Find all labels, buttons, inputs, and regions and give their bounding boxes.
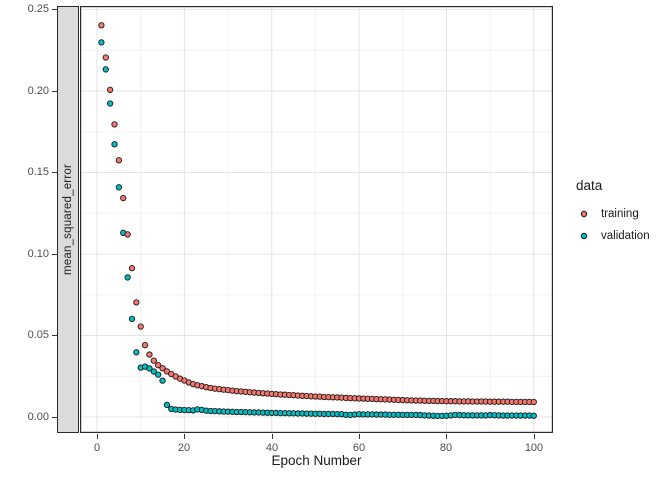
data-point-validation xyxy=(128,315,136,323)
y-tick-mark xyxy=(52,417,57,418)
x-tick-label: 40 xyxy=(265,442,279,454)
data-point-validation xyxy=(133,349,140,356)
data-point-validation xyxy=(98,39,105,46)
data-point-training xyxy=(141,341,149,349)
data-point-training xyxy=(120,194,127,202)
plot-panel xyxy=(80,6,553,433)
data-point-validation xyxy=(115,184,123,191)
x-axis-title: Epoch Number xyxy=(271,453,362,468)
y-tick-label: 0.00 xyxy=(27,411,49,423)
legend-label-training: training xyxy=(601,208,639,220)
facet-strip: mean_squared_error xyxy=(57,6,79,433)
y-tick-mark xyxy=(52,172,57,173)
training-point-icon xyxy=(575,206,592,223)
data-point-validation xyxy=(159,377,166,384)
data-point-training xyxy=(115,157,123,164)
data-point-validation xyxy=(150,368,157,375)
x-tick-mark xyxy=(97,434,98,439)
legend-label-validation: validation xyxy=(601,230,650,242)
y-tick-mark xyxy=(52,9,57,10)
y-tick-mark xyxy=(52,91,57,92)
y-tick-label: 0.25 xyxy=(27,3,49,15)
legend-title: data xyxy=(576,178,603,193)
data-point-validation xyxy=(530,412,537,419)
data-point-training xyxy=(155,362,162,369)
data-point-validation xyxy=(155,371,162,378)
x-tick-mark xyxy=(446,434,447,439)
data-point-training xyxy=(128,265,136,272)
data-point-training xyxy=(124,231,131,238)
x-tick-label: 20 xyxy=(177,442,191,454)
data-point-validation xyxy=(146,365,153,372)
data-point-validation xyxy=(111,141,118,148)
data-point-training xyxy=(102,54,109,61)
x-tick-label: 100 xyxy=(524,442,544,454)
data-point-training xyxy=(111,121,118,128)
data-point-training xyxy=(146,351,153,358)
legend-item-training: training xyxy=(575,203,650,225)
data-point-training xyxy=(106,86,114,93)
y-tick-label: 0.20 xyxy=(27,85,49,97)
data-point-training xyxy=(133,299,140,306)
panel-border xyxy=(80,6,553,433)
y-tick-mark xyxy=(52,254,57,255)
data-point-validation xyxy=(124,274,131,281)
data-point-training xyxy=(98,22,105,29)
data-point-validation xyxy=(106,100,114,107)
data-point-training xyxy=(159,365,166,372)
y-tick-mark xyxy=(52,335,57,336)
data-point-training xyxy=(150,357,157,364)
y-tick-label: 0.10 xyxy=(27,248,49,260)
x-tick-mark xyxy=(272,434,273,439)
validation-point-icon xyxy=(575,228,592,245)
x-tick-label: 80 xyxy=(439,442,453,454)
x-tick-mark xyxy=(534,434,535,439)
chart-svg xyxy=(80,6,553,433)
y-tick-label: 0.05 xyxy=(27,329,49,341)
legend-item-validation: validation xyxy=(575,225,650,247)
x-tick-mark xyxy=(184,434,185,439)
x-tick-label: 0 xyxy=(93,442,101,454)
data-point-validation xyxy=(163,401,171,409)
x-tick-mark xyxy=(359,434,360,439)
y-tick-label: 0.15 xyxy=(27,166,49,178)
facet-strip-label: mean_squared_error xyxy=(62,164,74,275)
legend: data training validation xyxy=(575,178,650,247)
data-point-training xyxy=(530,398,537,406)
data-point-training xyxy=(137,323,144,330)
data-point-validation xyxy=(102,66,109,73)
x-tick-label: 60 xyxy=(352,442,366,454)
